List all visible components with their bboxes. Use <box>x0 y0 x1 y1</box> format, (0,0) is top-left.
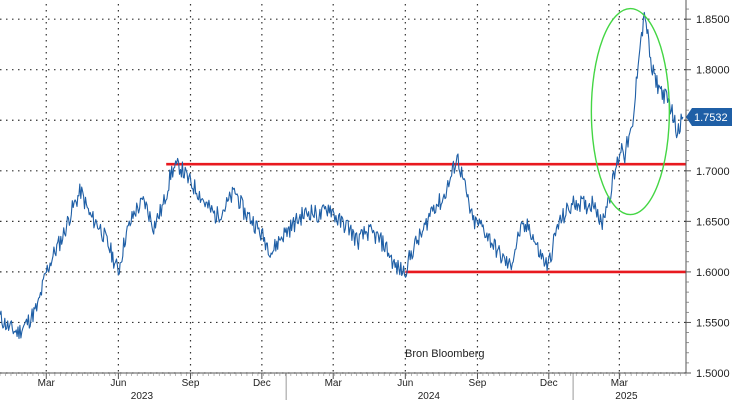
source-annotation: Bron Bloomberg <box>405 348 485 360</box>
support-resistance-lines <box>166 162 686 274</box>
last-value-marker: 1.7532 <box>686 108 732 127</box>
y-tick-label: 1.8500 <box>696 14 730 26</box>
x-tick-label: Sep <box>469 378 487 389</box>
y-tick-label: 1.5500 <box>696 317 730 329</box>
y-axis: 1.50001.55001.60001.65001.70001.75001.80… <box>685 0 730 380</box>
gridlines <box>0 4 686 374</box>
year-label: 2025 <box>615 391 638 402</box>
x-tick-label: Jun <box>110 378 126 389</box>
year-dividers <box>285 373 574 400</box>
x-axis: Mar Jun Sep Dec Mar Jun Sep Dec Mar 2023 2024 2025 <box>0 372 687 402</box>
x-tick-label: Sep <box>182 378 200 389</box>
last-value-tag <box>686 108 732 127</box>
y-tick-label: 1.5000 <box>696 368 730 380</box>
highlight-ellipse <box>590 7 671 216</box>
x-tick-label: Jun <box>397 378 413 389</box>
y-tick-label: 1.8000 <box>696 65 730 77</box>
x-tick-label: Mar <box>611 378 629 389</box>
year-label: 2023 <box>131 391 154 402</box>
y-tick-label: 1.6500 <box>696 216 730 228</box>
highlight-ellipse-group <box>590 7 671 216</box>
x-tick-label: Mar <box>325 378 343 389</box>
price-series <box>0 11 684 340</box>
y-tick-label: 1.6000 <box>696 267 730 279</box>
x-tick-label: Mar <box>38 378 56 389</box>
y-tick-label: 1.7000 <box>696 166 730 178</box>
x-tick-label: Dec <box>540 378 558 389</box>
price-line <box>0 11 684 340</box>
year-label: 2024 <box>418 391 441 402</box>
last-value-label: 1.7532 <box>694 112 728 124</box>
x-tick-label: Dec <box>253 378 271 389</box>
